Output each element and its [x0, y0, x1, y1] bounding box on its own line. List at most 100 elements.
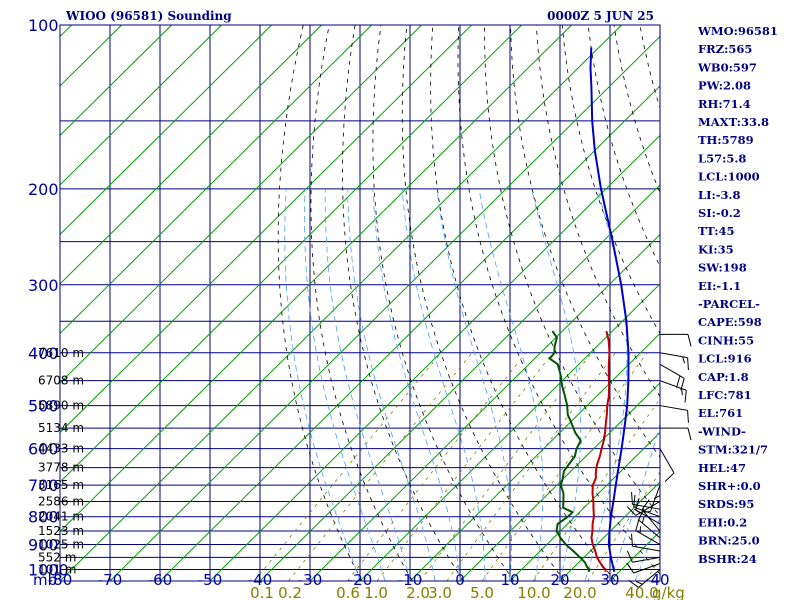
dry-adiabat-line: [587, 25, 660, 268]
wind-barb-staff: [632, 503, 661, 510]
moist-adiabat-line: [372, 188, 461, 581]
wind-barb-staff: [659, 363, 685, 379]
wind-barb-flag: [653, 495, 661, 500]
mixing-ratio-line: [587, 471, 660, 581]
sounding-parameter: WB0:597: [697, 60, 757, 74]
dry-adiabat-line: [372, 25, 515, 581]
wind-barb-staff: [659, 352, 688, 359]
sounding-parameter: BSHR:24: [698, 552, 757, 566]
wind-barb-flag: [682, 356, 686, 364]
isotherms: [60, 25, 800, 581]
sounding-parameter: SHR+:0.0: [698, 479, 761, 493]
sounding-parameter: SI:-0.2: [698, 206, 741, 220]
sounding-parameter: STM:321/7: [698, 443, 768, 457]
isotherm-line: [60, 25, 422, 384]
wind-barb-flag: [636, 581, 643, 585]
wind-barb-flag: [684, 390, 687, 403]
sounding-parameter: EL:761: [698, 406, 743, 420]
isotherm-line: [60, 25, 222, 186]
temperature-tick-label: -10: [398, 571, 423, 589]
height-label: 7610 m: [38, 346, 84, 360]
wind-barb-flag: [631, 533, 633, 547]
temperature-tick-label: -20: [348, 571, 373, 589]
wind-barb-flag: [634, 508, 641, 514]
height-label: 1523 m: [38, 524, 84, 538]
isotherm-line: [159, 85, 660, 581]
isotherm-line: [760, 25, 800, 581]
moist-adiabat-line: [304, 188, 386, 581]
sounding-parameter: TH:5789: [698, 133, 754, 147]
temperature-tick-label: 20: [550, 571, 569, 589]
isotherm-line: [409, 332, 660, 581]
sounding-parameter: PW:2.08: [698, 79, 751, 93]
sounding-parameter: WMO:96581: [697, 24, 778, 38]
parcel-series: [589, 47, 630, 573]
moist-adiabat-line: [284, 188, 361, 581]
temperature-tick-label: 40: [650, 571, 669, 589]
mixing-ratio-unit: g/kg: [652, 584, 685, 600]
wind-barb-flag: [626, 550, 633, 563]
mixing-ratio-line: [419, 352, 592, 581]
wind-barb-staff: [632, 545, 661, 552]
isotherm-line: [60, 25, 572, 533]
mixing-ratio-tick-label: 40.0: [625, 584, 658, 600]
sounding-parameter: LCL:1000: [698, 170, 760, 184]
mixing-ratio-tick-label: 0.2: [278, 584, 302, 600]
wind-barb-flag: [635, 518, 640, 531]
wind-barb-flag: [664, 472, 675, 482]
pressure-tick-label: 200: [28, 180, 59, 199]
mixing-ratio-line: [254, 352, 442, 581]
wind-barb-staff: [641, 509, 661, 532]
isotherm-line: [509, 431, 660, 581]
temperature-tick-label: -40: [248, 571, 273, 589]
height-label: 101 m: [38, 562, 76, 576]
sounding-parameter: EHI:0.2: [698, 515, 747, 529]
height-label: 3165 m: [38, 478, 84, 492]
moist-adiabat-line: [347, 188, 436, 581]
mixing-ratio-line: [347, 352, 527, 581]
height-label: 3778 m: [38, 461, 84, 475]
mixing-ratio-line: [446, 352, 616, 581]
wind-barb-flag: [681, 388, 683, 396]
dry-adiabat-line: [795, 25, 800, 581]
pressure-tick-label: 100: [28, 16, 59, 35]
moist-adiabat-line: [584, 188, 628, 581]
sounding-parameter: TT:45: [698, 224, 735, 238]
isotherm-line: [60, 25, 272, 236]
mixing-ratio-tick-label: 10.0: [517, 584, 550, 600]
wind-barb: [635, 518, 661, 545]
wind-barb: [659, 405, 689, 423]
wind-barb: [631, 533, 661, 552]
mixing-ratio-line: [481, 352, 648, 581]
wind-barb-flag: [626, 506, 637, 516]
wind-barb-staff: [659, 405, 688, 411]
sounding-parameter: KI:35: [698, 242, 734, 256]
temperature-tick-label: -80: [48, 571, 73, 589]
moist-adiabat-line: [324, 188, 411, 581]
temperature-tick-label: 10: [500, 571, 519, 589]
dry-adiabat-line: [310, 25, 413, 581]
wind-barb-staff: [632, 556, 661, 563]
sounding-parameter: CAPE:598: [698, 315, 762, 329]
isotherm-line: [60, 25, 522, 483]
isotherm-line: [459, 382, 660, 581]
pressure-tick-label: 800: [28, 508, 59, 527]
sounding-parameter: -WIND-: [698, 424, 746, 438]
height-label: 4433 m: [38, 442, 84, 456]
sounding-parameter: LCL:916: [698, 352, 752, 366]
isotherm-line: [309, 233, 660, 581]
temperature-tick-label: -50: [198, 571, 223, 589]
sounding-parameter: FRZ:565: [698, 42, 752, 56]
pressure-tick-label: 500: [28, 397, 59, 416]
moist-adiabat-line: [436, 188, 512, 581]
sounding-parameter: LI:-3.8: [698, 188, 741, 202]
sounding-parameter: -PARCEL-: [698, 297, 760, 311]
parcel-line: [589, 47, 630, 573]
wind-barb: [626, 501, 661, 516]
moist-adiabats: [284, 188, 660, 581]
temperature-tick-label: -30: [298, 571, 323, 589]
wind-barb-flag: [687, 410, 689, 423]
temperature-line: [590, 330, 611, 572]
height-label: 2041 m: [38, 510, 84, 524]
